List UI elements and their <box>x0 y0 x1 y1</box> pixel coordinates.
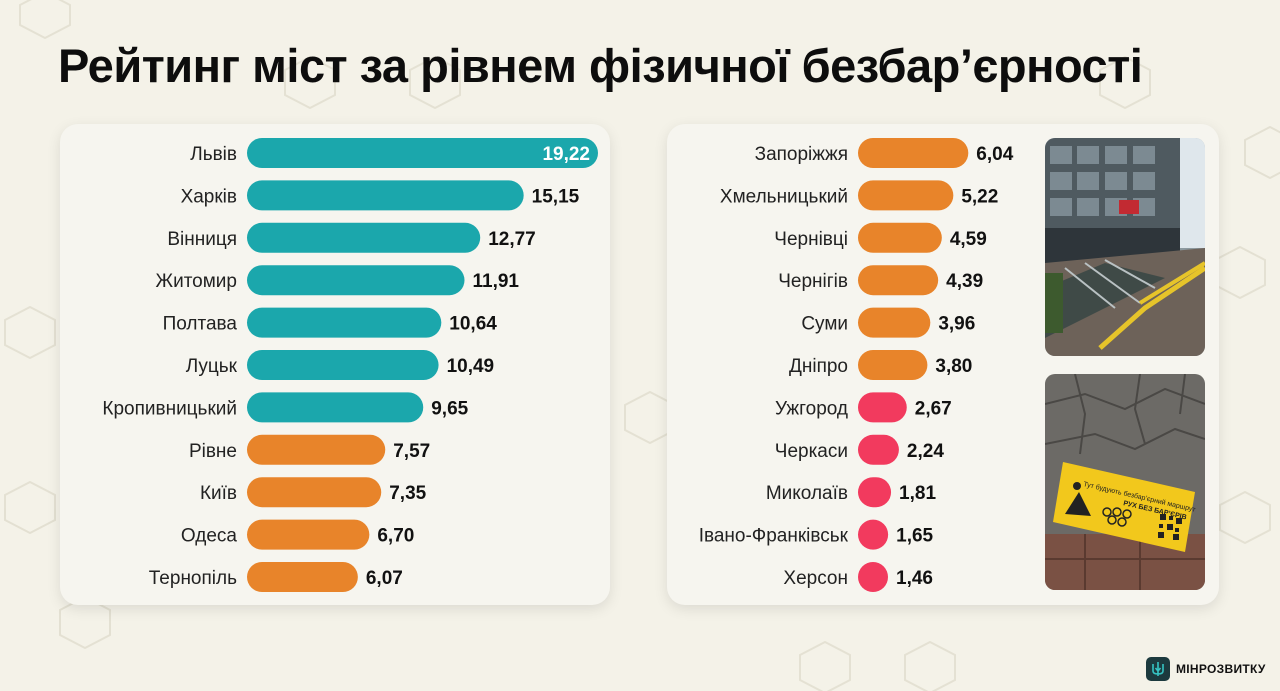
category-label: Чернігів <box>778 271 848 292</box>
category-label: Житомир <box>156 271 237 292</box>
trident-icon <box>1146 657 1170 681</box>
value-label: 15,15 <box>532 186 580 207</box>
category-label: Київ <box>200 483 237 504</box>
category-label: Хмельницький <box>720 186 848 207</box>
ministry-logo: МІНРОЗВИТКУ <box>1146 657 1266 681</box>
bar-Ужгород <box>858 392 907 423</box>
category-label: Херсон <box>783 568 848 589</box>
bar-Суми <box>858 307 931 338</box>
bar-Полтава <box>247 307 442 338</box>
bar-Київ <box>247 477 382 508</box>
value-label: 11,91 <box>473 271 520 292</box>
category-label: Запоріжжя <box>755 144 848 165</box>
category-label: Львів <box>190 144 237 165</box>
category-label: Ужгород <box>775 398 848 419</box>
bar-Рівне <box>247 434 386 465</box>
category-label: Івано-Франківськ <box>699 526 849 547</box>
bar-Запоріжжя <box>858 138 969 168</box>
value-label: 4,59 <box>950 229 987 250</box>
category-label: Харків <box>181 186 237 207</box>
logo-text: МІНРОЗВИТКУ <box>1176 662 1266 676</box>
value-label: 1,81 <box>899 483 936 504</box>
category-label: Тернопіль <box>149 568 237 589</box>
value-label: 6,04 <box>976 144 1013 165</box>
bar-Хмельницький <box>858 180 954 211</box>
bar-Чернівці <box>858 222 942 253</box>
category-label: Одеса <box>181 526 238 547</box>
category-label: Вінниця <box>167 229 237 250</box>
bar-Черкаси <box>858 434 899 465</box>
value-label: 19,22 <box>542 144 590 165</box>
value-label: 1,65 <box>896 526 933 547</box>
category-label: Суми <box>801 314 848 335</box>
value-label: 6,07 <box>366 568 403 589</box>
bar-Тернопіль <box>247 562 358 592</box>
pavement-sign-photo: Тут будують безбар’єрний маршрут РУХ БЕЗ… <box>1045 374 1205 590</box>
category-label: Полтава <box>163 314 238 335</box>
value-label: 6,70 <box>377 526 414 547</box>
category-label: Кропивницький <box>102 398 237 419</box>
value-label: 4,39 <box>946 271 983 292</box>
value-label: 9,65 <box>431 398 468 419</box>
value-label: 3,80 <box>935 356 972 377</box>
category-label: Луцьк <box>186 356 238 377</box>
bar-Чернігів <box>858 265 939 296</box>
page-title: Рейтинг міст за рівнем фізичної безбар’є… <box>58 39 1143 92</box>
bar-Івано-Франківськ <box>858 519 889 550</box>
bar-Одеса <box>247 519 370 550</box>
value-label: 10,49 <box>447 356 495 377</box>
category-label: Рівне <box>189 441 237 462</box>
value-label: 5,22 <box>961 186 998 207</box>
bar-Луцьк <box>247 350 439 380</box>
category-label: Черкаси <box>775 441 848 462</box>
bar-Миколаїв <box>858 477 892 508</box>
bar-Херсон <box>858 562 888 592</box>
value-label: 12,77 <box>488 229 536 250</box>
value-label: 2,24 <box>907 441 944 462</box>
category-label: Дніпро <box>789 356 848 377</box>
category-label: Миколаїв <box>766 483 848 504</box>
value-label: 2,67 <box>915 398 952 419</box>
bar-Львів <box>247 138 598 168</box>
value-label: 7,35 <box>389 483 426 504</box>
bar-Житомир <box>247 265 465 296</box>
value-label: 10,64 <box>449 314 497 335</box>
bar-Харків <box>247 180 524 211</box>
value-label: 1,46 <box>896 568 933 589</box>
bar-Кропивницький <box>247 392 424 423</box>
value-label: 7,57 <box>393 441 430 462</box>
category-label: Чернівці <box>774 229 848 250</box>
bar-Дніпро <box>858 350 928 380</box>
bar-Вінниця <box>247 222 481 253</box>
value-label: 3,96 <box>938 314 975 335</box>
building-ramp-photo <box>1045 138 1205 356</box>
